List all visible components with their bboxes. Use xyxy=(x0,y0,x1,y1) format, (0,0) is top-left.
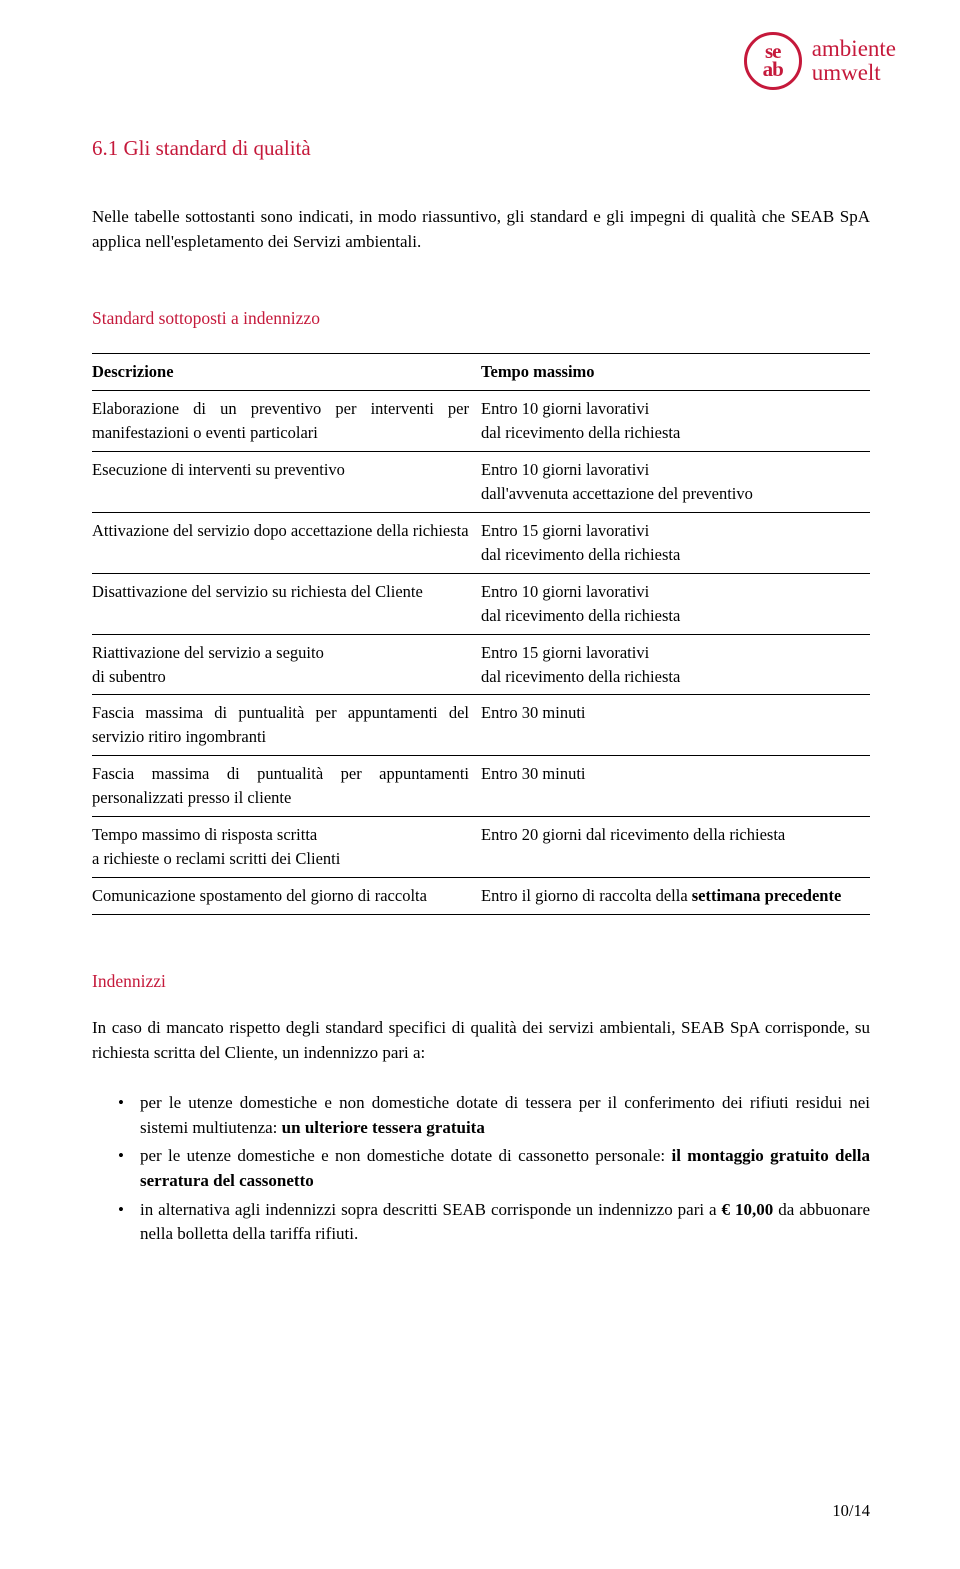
cell-desc: Disattivazione del servizio su richiesta… xyxy=(92,573,481,634)
page-number: 10/14 xyxy=(832,1501,870,1521)
cell-tempo: Entro 15 giorni lavorativi dal ricevimen… xyxy=(481,512,870,573)
logo-text-line2: umwelt xyxy=(812,61,896,85)
cell-desc: Fascia massima di puntualità per appunta… xyxy=(92,756,481,817)
table-row: Elaborazione di un preventivo per interv… xyxy=(92,391,870,452)
indennizzi-heading: Indennizzi xyxy=(92,971,870,992)
logo-mark: se ab xyxy=(744,32,802,90)
list-item: per le utenze domestiche e non domestich… xyxy=(118,1144,870,1193)
standards-table: Descrizione Tempo massimo Elaborazione d… xyxy=(92,353,870,915)
cell-desc: Riattivazione del servizio a seguito di … xyxy=(92,634,481,695)
cell-desc: Fascia massima di puntualità per appunta… xyxy=(92,695,481,756)
cell-desc: Elaborazione di un preventivo per interv… xyxy=(92,391,481,452)
cell-tempo: Entro il giorno di raccolta della settim… xyxy=(481,877,870,914)
table-row: Riattivazione del servizio a seguito di … xyxy=(92,634,870,695)
col-header-descrizione: Descrizione xyxy=(92,354,481,391)
col-header-tempo: Tempo massimo xyxy=(481,354,870,391)
cell-desc: Esecuzione di interventi su preventivo xyxy=(92,452,481,513)
cell-tempo: Entro 30 minuti xyxy=(481,756,870,817)
cell-tempo: Entro 15 giorni lavorativi dal ricevimen… xyxy=(481,634,870,695)
table-header-row: Descrizione Tempo massimo xyxy=(92,354,870,391)
list-item: in alternativa agli indennizzi sopra des… xyxy=(118,1198,870,1247)
page-content: 6.1 Gli standard di qualità Nelle tabell… xyxy=(92,0,870,1247)
cell-desc: Tempo massimo di risposta scritta a rich… xyxy=(92,817,481,878)
logo-text: ambiente umwelt xyxy=(812,37,896,85)
indennizzi-list: per le utenze domestiche e non domestich… xyxy=(92,1091,870,1247)
cell-desc: Comunicazione spostamento del giorno di … xyxy=(92,877,481,914)
table-row: Attivazione del servizio dopo accettazio… xyxy=(92,512,870,573)
cell-tempo: Entro 20 giorni dal ricevimento della ri… xyxy=(481,817,870,878)
cell-desc: Attivazione del servizio dopo accettazio… xyxy=(92,512,481,573)
indennizzi-paragraph: In caso di mancato rispetto degli standa… xyxy=(92,1016,870,1065)
intro-paragraph: Nelle tabelle sottostanti sono indicati,… xyxy=(92,205,870,254)
cell-tempo: Entro 10 giorni lavorativi dall'avvenuta… xyxy=(481,452,870,513)
cell-tempo: Entro 10 giorni lavorativi dal ricevimen… xyxy=(481,573,870,634)
logo-text-line1: ambiente xyxy=(812,37,896,61)
table-row: Disattivazione del servizio su richiesta… xyxy=(92,573,870,634)
logo-mark-line2: ab xyxy=(763,61,783,79)
table-row: Fascia massima di puntualità per appunta… xyxy=(92,756,870,817)
table-row: Tempo massimo di risposta scritta a rich… xyxy=(92,817,870,878)
list-item: per le utenze domestiche e non domestich… xyxy=(118,1091,870,1140)
brand-logo: se ab ambiente umwelt xyxy=(744,32,896,90)
table-row: Comunicazione spostamento del giorno di … xyxy=(92,877,870,914)
table-row: Esecuzione di interventi su preventivo E… xyxy=(92,452,870,513)
table-row: Fascia massima di puntualità per appunta… xyxy=(92,695,870,756)
cell-tempo: Entro 10 giorni lavorativi dal ricevimen… xyxy=(481,391,870,452)
cell-tempo: Entro 30 minuti xyxy=(481,695,870,756)
table-heading: Standard sottoposti a indennizzo xyxy=(92,308,870,329)
section-title: 6.1 Gli standard di qualità xyxy=(92,136,870,161)
